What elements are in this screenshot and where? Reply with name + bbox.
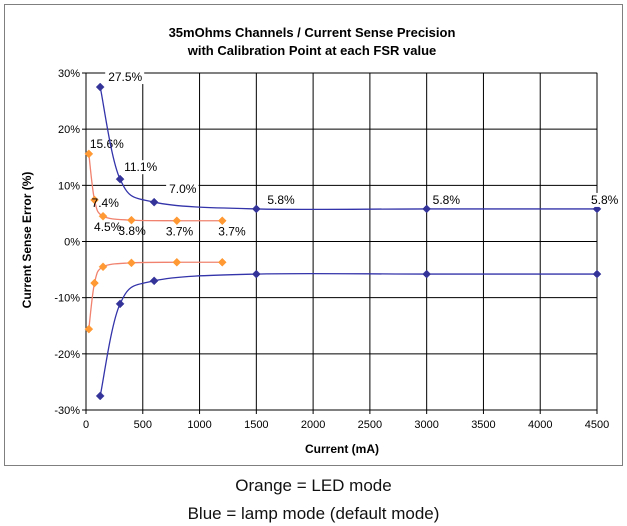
data-label: 5.8% [433, 193, 461, 207]
data-point-marker [90, 195, 99, 205]
x-tick-label: 500 [134, 419, 152, 431]
data-point-marker [127, 258, 136, 268]
data-point-marker [422, 204, 432, 214]
x-tick-label: 1000 [187, 419, 211, 431]
data-label: 3.8% [118, 224, 146, 238]
data-point-marker [98, 262, 108, 272]
y-tick-label: -20% [54, 349, 80, 361]
data-point-marker [149, 276, 159, 286]
data-label: 7.0% [169, 182, 197, 196]
data-point-marker [115, 299, 125, 309]
y-tick-label: 10% [58, 180, 80, 192]
data-label-background [429, 192, 463, 207]
data-point-marker [95, 391, 105, 401]
data-point-marker [90, 278, 99, 288]
y-tick-label: 20% [58, 124, 80, 136]
data-point-marker [172, 257, 182, 267]
data-label-background [588, 192, 621, 207]
x-tick-label: 2000 [301, 419, 325, 431]
y-tick-label: 30% [58, 68, 80, 80]
data-point-marker [84, 149, 94, 159]
data-label: 27.5% [108, 70, 142, 84]
data-point-marker [149, 197, 159, 207]
data-point-marker [84, 324, 94, 334]
data-label: 11.1% [124, 160, 157, 174]
y-tick-label: 0% [64, 237, 80, 249]
data-point-marker [217, 257, 227, 267]
chart-svg: 35mOhms Channels / Current Sense Precisi… [20, 25, 621, 456]
x-tick-label: 4500 [585, 419, 609, 431]
x-axis-label: Current (mA) [305, 442, 379, 456]
data-point-marker [422, 269, 432, 279]
y-tick-label: -30% [54, 405, 80, 417]
x-tick-label: 3500 [471, 419, 495, 431]
data-label-background [121, 160, 161, 175]
data-point-marker [592, 269, 602, 279]
data-label-background [105, 70, 145, 85]
data-point-marker [95, 82, 105, 92]
x-tick-label: 0 [83, 419, 89, 431]
x-tick-label: 4000 [528, 419, 552, 431]
data-label-background [166, 182, 199, 197]
data-label: 7.4% [92, 196, 120, 210]
chart-title-line-1: 35mOhms Channels / Current Sense Precisi… [169, 25, 456, 40]
data-point-marker [98, 211, 108, 221]
data-label: 5.8% [591, 193, 619, 207]
caption-lamp-mode: Blue = lamp mode (default mode) [187, 504, 440, 523]
chart-title-line-2: with Calibration Point at each FSR value [187, 43, 437, 58]
data-label: 3.7% [166, 225, 194, 239]
data-label: 15.6% [90, 137, 124, 151]
y-tick-label: -10% [54, 293, 80, 305]
data-label-background [264, 192, 297, 207]
data-label: 5.8% [267, 193, 295, 207]
y-axis-label: Current Sense Error (%) [20, 172, 34, 309]
x-tick-label: 1500 [244, 419, 268, 431]
caption-led-mode: Orange = LED mode [235, 476, 392, 495]
data-point-marker [115, 174, 125, 184]
plot-area: 0 500 1000 1500 2000 2500 3000 3500 4000 4500 30% 2… [54, 68, 621, 431]
data-point-marker [127, 215, 136, 225]
x-tick-label: 3000 [414, 419, 438, 431]
data-point-marker [217, 216, 227, 226]
x-tick-label: 2500 [358, 419, 382, 431]
data-point-marker [251, 269, 261, 279]
data-point-marker [172, 216, 182, 226]
data-point-marker [251, 204, 261, 214]
data-label: 3.7% [218, 225, 246, 239]
data-label: 4.5% [94, 220, 122, 234]
